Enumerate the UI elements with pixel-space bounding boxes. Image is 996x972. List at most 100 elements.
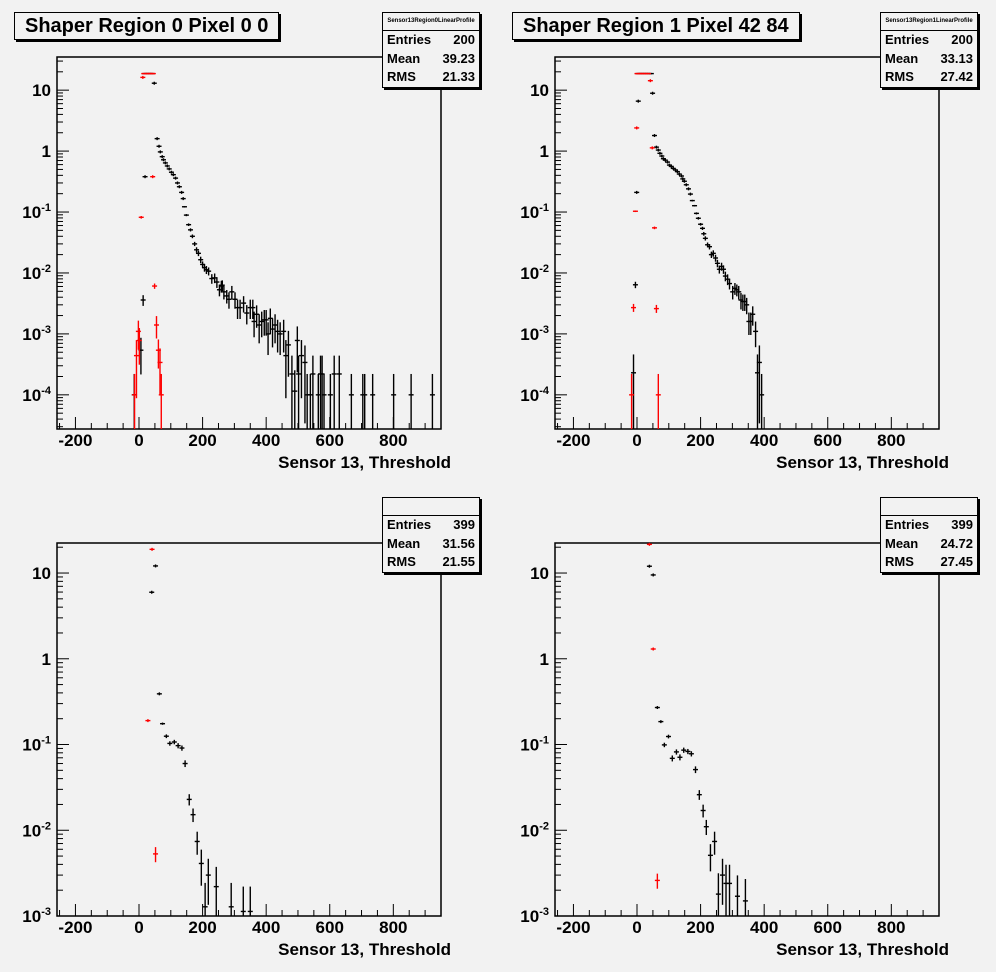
data-point xyxy=(140,75,146,79)
data-point xyxy=(662,158,668,162)
data-point xyxy=(677,754,683,761)
data-point xyxy=(699,226,705,230)
stats-value: 399 xyxy=(951,517,973,532)
data-point xyxy=(275,319,281,353)
data-point xyxy=(160,722,166,725)
data-point xyxy=(140,295,146,306)
data-point xyxy=(692,204,698,207)
stats-entries: Entries 399 xyxy=(383,516,479,535)
plot-frame xyxy=(56,542,442,917)
data-point xyxy=(182,760,188,768)
plot-frame xyxy=(554,56,940,430)
x-tick-label: -200 xyxy=(556,918,590,937)
data-point xyxy=(162,161,168,165)
data-point xyxy=(164,164,170,168)
data-point xyxy=(750,306,756,326)
data-point xyxy=(247,299,253,320)
stats-value: 27.45 xyxy=(940,554,973,569)
data-point xyxy=(701,231,707,236)
data-point xyxy=(152,283,158,289)
y-tick-label: 10-2 xyxy=(22,820,51,840)
y-tick-exponent: -1 xyxy=(539,202,549,214)
stats-rms: RMS 21.33 xyxy=(383,68,479,87)
stats-label: RMS xyxy=(885,554,914,569)
data-point xyxy=(659,154,665,158)
data-point xyxy=(175,743,181,749)
data-point xyxy=(681,179,687,183)
y-tick-label: 10-1 xyxy=(520,202,549,222)
data-point xyxy=(240,886,246,916)
data-point xyxy=(289,355,295,429)
data-point xyxy=(673,749,679,755)
data-point xyxy=(753,321,759,348)
data-point xyxy=(195,250,201,257)
data-point xyxy=(156,144,162,148)
data-point xyxy=(759,373,765,429)
y-tick-exponent: -4 xyxy=(539,385,550,397)
stats-rms: RMS 27.42 xyxy=(881,68,977,87)
y-tick-base: 1 xyxy=(42,142,51,161)
y-tick-base: 10 xyxy=(32,564,51,583)
data-point xyxy=(696,790,702,800)
data-point xyxy=(214,277,220,288)
data-point xyxy=(651,134,657,138)
data-point xyxy=(710,250,716,257)
data-point xyxy=(285,330,291,377)
data-point xyxy=(270,318,276,348)
y-tick-base: 10 xyxy=(520,821,539,840)
data-point xyxy=(189,234,195,239)
x-tick-label: 200 xyxy=(188,918,216,937)
data-point xyxy=(226,292,232,309)
data-point xyxy=(149,547,155,551)
data-point xyxy=(298,340,304,399)
y-tick-label: 10-1 xyxy=(22,735,51,755)
data-point xyxy=(327,373,333,429)
data-point xyxy=(228,882,234,916)
data-point xyxy=(205,858,211,905)
data-point xyxy=(153,847,159,863)
x-tick-label: 400 xyxy=(750,918,778,937)
data-point xyxy=(202,882,208,916)
stats-mean: Mean 33.13 xyxy=(881,50,977,69)
data-point xyxy=(657,151,663,155)
stats-value: 21.33 xyxy=(442,69,475,84)
data-point xyxy=(256,314,262,344)
data-point xyxy=(149,590,155,594)
data-point xyxy=(650,91,656,95)
y-tick-base: 10 xyxy=(22,821,41,840)
data-point xyxy=(157,348,163,395)
data-point xyxy=(167,741,173,746)
y-tick-label: 10-3 xyxy=(22,324,51,344)
stats-label: Entries xyxy=(387,517,432,532)
data-point xyxy=(669,755,675,762)
series-red xyxy=(646,542,660,889)
data-point xyxy=(734,875,740,916)
x-axis-label: Sensor 13, Threshold xyxy=(278,453,451,472)
x-tick-label: -200 xyxy=(58,918,92,937)
data-point xyxy=(263,310,269,336)
data-point xyxy=(655,148,661,152)
pad-title-0: Shaper Region 0 Pixel 0 0 xyxy=(14,12,280,40)
y-tick-label: 10 xyxy=(530,564,549,583)
x-tick-label: 600 xyxy=(814,918,842,937)
series-red xyxy=(132,72,164,429)
y-tick-base: 10 xyxy=(32,81,51,100)
y-tick-base: 10 xyxy=(520,325,539,344)
pad-title-text: Shaper Region 1 Pixel 42 84 xyxy=(523,15,789,37)
data-point xyxy=(244,305,250,325)
data-point xyxy=(634,126,640,130)
data-point xyxy=(154,137,160,141)
y-tick-base: 10 xyxy=(22,325,41,344)
stats-mean: Mean 39.23 xyxy=(383,50,479,69)
data-point xyxy=(665,160,671,164)
stats-value: 21.55 xyxy=(442,554,475,569)
data-point xyxy=(631,303,637,312)
series-red xyxy=(145,547,159,863)
y-tick-exponent: -2 xyxy=(41,263,51,275)
x-tick-label: 600 xyxy=(814,431,842,450)
data-point xyxy=(650,573,656,577)
data-point xyxy=(632,210,638,213)
y-tick-base: 1 xyxy=(540,650,549,669)
